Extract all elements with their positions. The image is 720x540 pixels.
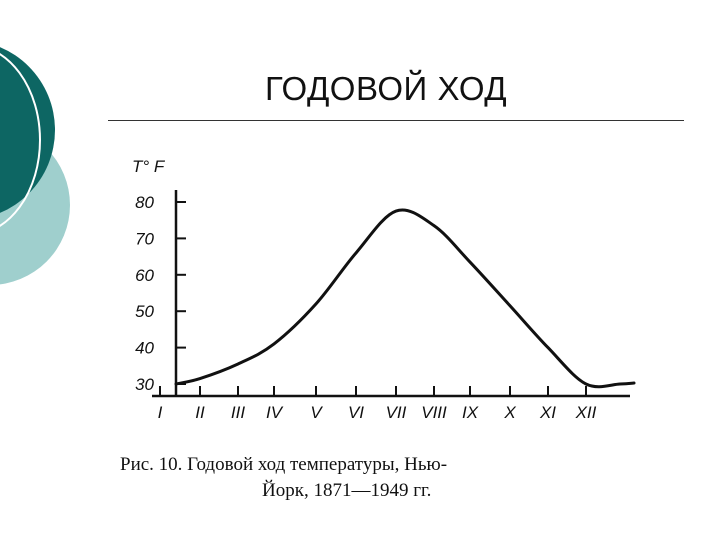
x-tick-label: I: [158, 403, 163, 422]
y-axis-label: T° F: [132, 157, 166, 176]
title-divider: [108, 120, 684, 121]
y-tick-label: 70: [135, 229, 154, 248]
x-tick-label: IX: [462, 403, 479, 422]
y-tick-label: 50: [135, 302, 154, 321]
x-tick-label: VIII: [421, 403, 447, 422]
circle-highlight: [0, 53, 41, 227]
y-ticks: 30 40 50 60 70 80: [135, 193, 186, 394]
x-tick-label: IV: [266, 403, 284, 422]
decorative-circles: [0, 47, 70, 285]
dark-teal-circle: [0, 47, 55, 213]
x-tick-label: II: [195, 403, 205, 422]
x-tick-label: V: [310, 403, 323, 422]
figure-caption: Рис. 10. Годовой ход температуры, Нью- Й…: [120, 452, 640, 504]
y-tick-label: 30: [135, 375, 154, 394]
caption-line-1: Рис. 10. Годовой ход температуры, Нью-: [120, 454, 448, 475]
chart-axes: [152, 190, 630, 398]
slide-title: ГОДОВОЙ ХОД: [265, 70, 508, 107]
x-tick-label: XI: [539, 403, 556, 422]
x-ticks: I II III IV V VI VII VIII IX X XI XII: [158, 386, 597, 422]
x-tick-label: X: [503, 403, 516, 422]
y-tick-label: 40: [135, 339, 154, 358]
caption-line-2: Йорк, 1871—1949 гг.: [262, 480, 432, 501]
y-tick-label: 60: [135, 266, 154, 285]
x-tick-label: XII: [575, 403, 597, 422]
x-tick-label: III: [231, 403, 245, 422]
temperature-line: [174, 208, 636, 389]
x-tick-label: VII: [386, 403, 407, 422]
y-tick-label: 80: [135, 193, 154, 212]
x-tick-label: VI: [348, 403, 364, 422]
